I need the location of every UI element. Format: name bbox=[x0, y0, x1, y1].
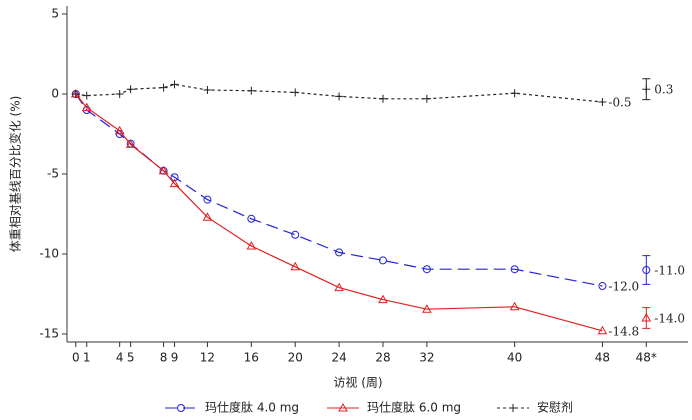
y-tick-label: -5 bbox=[47, 167, 59, 181]
y-tick-label: 5 bbox=[51, 7, 59, 21]
marker bbox=[335, 248, 344, 257]
marker bbox=[378, 94, 387, 103]
marker bbox=[159, 83, 168, 92]
marker bbox=[81, 102, 92, 112]
marker bbox=[247, 214, 256, 223]
marker bbox=[125, 139, 136, 148]
x-tick-label: 28 bbox=[375, 351, 390, 365]
marker bbox=[597, 325, 608, 335]
x-axis-label: 访视 (周) bbox=[333, 375, 382, 390]
marker bbox=[247, 86, 256, 95]
marker bbox=[71, 90, 80, 98]
legend-label: 玛仕度肽 6.0 mg bbox=[367, 400, 461, 415]
marker bbox=[203, 195, 212, 204]
x-tick-label: 5 bbox=[127, 351, 135, 365]
marker bbox=[291, 230, 300, 239]
y-tick-label: 0 bbox=[51, 87, 59, 101]
x-tick-label: 4 bbox=[116, 351, 124, 365]
legend-label: 安慰剂 bbox=[537, 400, 573, 415]
marker bbox=[598, 282, 607, 290]
marker bbox=[170, 173, 179, 182]
series-line bbox=[75, 93, 603, 287]
marker bbox=[641, 312, 652, 322]
x-tick-label: 40 bbox=[507, 351, 522, 365]
marker bbox=[126, 85, 135, 94]
y-axis-label: 体重相对基线百分比变化 (%) bbox=[8, 96, 23, 253]
x-tick-label: 16 bbox=[244, 351, 259, 365]
marker bbox=[290, 261, 301, 271]
marker bbox=[422, 265, 431, 274]
error-bar bbox=[642, 307, 651, 329]
x-tick-label: 12 bbox=[200, 351, 215, 365]
marker bbox=[291, 88, 300, 97]
marker bbox=[169, 178, 180, 188]
legend-marker bbox=[338, 402, 348, 412]
series-line bbox=[75, 93, 603, 332]
marker bbox=[334, 282, 344, 292]
marker bbox=[335, 92, 344, 101]
marker bbox=[510, 89, 519, 98]
marker bbox=[203, 86, 212, 94]
y-tick-label: -10 bbox=[39, 247, 59, 261]
x-tick-label: 32 bbox=[419, 351, 434, 365]
estimate-label: -14.0 bbox=[654, 312, 685, 326]
estimate-label: -11.0 bbox=[654, 264, 685, 278]
marker bbox=[378, 294, 388, 304]
marker bbox=[378, 256, 387, 265]
x-tick-label: 1 bbox=[83, 351, 91, 365]
x-tick-label: 24 bbox=[331, 351, 346, 365]
x-tick-label: 9 bbox=[171, 351, 179, 365]
marker bbox=[170, 80, 179, 89]
marker bbox=[642, 85, 651, 94]
data-label: -14.8 bbox=[608, 324, 639, 338]
marker bbox=[509, 301, 520, 311]
x-tick-label: 48 bbox=[595, 351, 610, 365]
legend-marker bbox=[177, 404, 185, 412]
data-label: -12.0 bbox=[608, 280, 639, 294]
marker bbox=[422, 94, 431, 103]
y-tick-label: -15 bbox=[39, 327, 59, 341]
x-tick-label: 20 bbox=[288, 351, 303, 365]
marker bbox=[246, 240, 257, 250]
x-tick-label: 0 bbox=[72, 351, 80, 365]
marker bbox=[82, 91, 91, 100]
marker bbox=[158, 165, 169, 175]
marker bbox=[642, 266, 651, 274]
marker bbox=[422, 304, 432, 313]
legend-label: 玛仕度肽 4.0 mg bbox=[205, 400, 299, 415]
legend-marker bbox=[509, 404, 517, 412]
x-tick-label: 8 bbox=[160, 351, 168, 365]
error-bar bbox=[642, 255, 651, 285]
marker bbox=[115, 90, 124, 98]
estimate-label: 0.3 bbox=[654, 83, 673, 97]
marker bbox=[598, 98, 607, 106]
x-tick-label: 48* bbox=[636, 351, 657, 365]
marker bbox=[202, 212, 213, 221]
marker bbox=[114, 125, 125, 135]
data-label: -0.5 bbox=[608, 96, 631, 110]
marker bbox=[510, 265, 519, 274]
